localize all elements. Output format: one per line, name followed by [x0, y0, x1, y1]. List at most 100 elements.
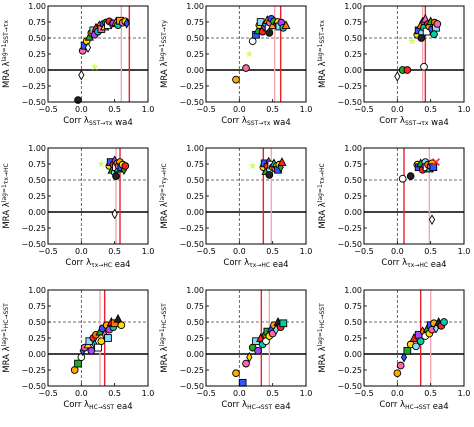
y-tick-label: 0.50 — [28, 34, 46, 43]
x-axis-label: Corr λτx→HC ea4 — [65, 258, 130, 270]
y-tick-label: 0.75 — [28, 302, 46, 311]
y-tick-label: −0.50 — [179, 240, 204, 249]
x-tick-label: 0.0 — [233, 105, 246, 114]
y-tick-label: 1.00 — [344, 286, 362, 295]
x-tick-label: 0.5 — [108, 105, 121, 114]
data-point — [406, 172, 415, 181]
y-tick-label: 0.00 — [186, 350, 204, 359]
y-tick-label: 0.50 — [186, 176, 204, 185]
data-point — [242, 359, 250, 368]
data-point — [416, 337, 425, 346]
data-point — [412, 342, 420, 351]
x-axis-label: Corr λHC→SST ea4 — [221, 400, 290, 412]
y-tick-label: 0.50 — [344, 318, 362, 327]
x-tick-label: 0.5 — [266, 247, 279, 256]
data-point — [246, 351, 253, 363]
data-point — [281, 20, 291, 30]
y-tick-label: −0.25 — [179, 82, 204, 91]
x-tick-label: 0.5 — [108, 247, 121, 256]
y-tick-label: 0.75 — [186, 160, 204, 169]
x-tick-label: 0.0 — [233, 247, 246, 256]
y-tick-label: −0.50 — [179, 382, 204, 391]
y-axis-label: MRA λlag=1τx→HC — [317, 163, 328, 228]
x-tick-label: −0.5 — [38, 247, 57, 256]
y-tick-label: 0.75 — [186, 302, 204, 311]
x-tick-label: 1.0 — [458, 247, 471, 256]
x-tick-label: 1.0 — [300, 247, 313, 256]
plot-frame — [47, 5, 149, 103]
x-tick-label: −0.5 — [354, 105, 373, 114]
y-axis-label: MRA λlag=1SST→τy — [159, 20, 170, 88]
scatter-panel: −0.5 0.0 0.5 1.0 −0.50 −0.25 0.00 0.25 0.50 0.75 1… — [0, 0, 158, 142]
x-tick-label: 0.5 — [424, 389, 437, 398]
scatter-svg: −0.5 0.0 0.5 1.0 −0.50 −0.25 0.00 0.25 0.50 0.75 1… — [317, 144, 471, 270]
data-point — [78, 69, 85, 81]
y-tick-label: −0.25 — [179, 224, 204, 233]
data-point — [77, 353, 86, 362]
y-tick-label: 0.50 — [344, 176, 362, 185]
y-tick-label: 0.25 — [186, 334, 204, 343]
y-tick-label: 0.50 — [186, 318, 204, 327]
y-tick-label: 0.00 — [28, 350, 46, 359]
x-tick-label: −0.5 — [38, 389, 57, 398]
plot-frame — [363, 147, 465, 245]
x-axis-label: Corr λSST→τx wa4 — [63, 116, 132, 128]
x-axis-label: Corr λτx→HC ea4 — [381, 258, 446, 270]
y-tick-label: 0.25 — [28, 192, 46, 201]
data-point — [94, 343, 102, 352]
y-tick-label: 0.75 — [186, 18, 204, 27]
y-tick-label: −0.50 — [21, 98, 46, 107]
y-tick-label: 1.00 — [28, 2, 46, 11]
data-point — [97, 337, 106, 346]
data-point — [104, 334, 112, 342]
scatter-svg: −0.5 0.0 0.5 1.0 −0.50 −0.25 0.00 0.25 0.50 0.75 1… — [1, 2, 154, 128]
x-tick-label: 0.0 — [75, 389, 88, 398]
x-tick-label: 0.5 — [266, 389, 279, 398]
y-tick-label: −0.50 — [21, 240, 46, 249]
y-tick-label: 1.00 — [344, 144, 362, 153]
data-point — [70, 366, 79, 374]
y-tick-label: 0.25 — [186, 192, 204, 201]
y-tick-label: −0.25 — [179, 366, 204, 375]
data-point — [430, 30, 438, 39]
y-tick-label: −0.25 — [337, 366, 362, 375]
scatter-svg: −0.5 0.0 0.5 1.0 −0.50 −0.25 0.00 0.25 0.50 0.75 1… — [159, 144, 313, 270]
data-point — [90, 62, 99, 71]
data-point — [238, 378, 247, 387]
data-point — [400, 351, 408, 363]
x-tick-label: −0.5 — [196, 389, 215, 398]
y-tick-label: −0.50 — [337, 240, 362, 249]
data-point — [432, 158, 440, 167]
x-tick-label: −0.5 — [196, 247, 215, 256]
y-tick-label: 0.75 — [344, 18, 362, 27]
scatter-svg: −0.5 0.0 0.5 1.0 −0.50 −0.25 0.00 0.25 0.50 0.75 1… — [317, 286, 470, 412]
x-tick-label: 1.0 — [300, 105, 313, 114]
data-point — [121, 162, 130, 170]
data-point — [248, 161, 257, 170]
scatter-panel: −0.5 0.0 0.5 1.0 −0.50 −0.25 0.00 0.25 0.50 0.75 1… — [0, 142, 158, 284]
y-tick-label: 0.00 — [28, 208, 46, 217]
x-tick-label: −0.5 — [38, 105, 57, 114]
data-point — [84, 42, 92, 53]
data-point — [420, 62, 428, 71]
scatter-panel: −0.5 0.0 0.5 1.0 −0.50 −0.25 0.00 0.25 0.50 0.75 1… — [316, 284, 474, 426]
x-tick-label: 0.0 — [233, 389, 246, 398]
x-tick-label: −0.5 — [196, 105, 215, 114]
data-point — [123, 17, 130, 29]
data-point — [111, 208, 118, 220]
y-tick-label: 0.25 — [344, 334, 362, 343]
y-tick-label: 1.00 — [344, 2, 362, 11]
x-tick-label: 0.5 — [424, 247, 437, 256]
y-tick-label: 0.75 — [344, 302, 362, 311]
y-tick-label: 0.75 — [28, 160, 46, 169]
y-tick-label: −0.25 — [21, 366, 46, 375]
y-tick-label: 0.25 — [344, 50, 362, 59]
y-tick-label: 0.50 — [344, 34, 362, 43]
data-point — [74, 359, 82, 368]
data-point — [398, 174, 407, 183]
data-point — [393, 369, 402, 378]
y-tick-label: 0.25 — [186, 50, 204, 59]
x-tick-label: 0.5 — [108, 389, 121, 398]
scatter-svg: −0.5 0.0 0.5 1.0 −0.50 −0.25 0.00 0.25 0.50 0.75 1… — [159, 286, 312, 412]
